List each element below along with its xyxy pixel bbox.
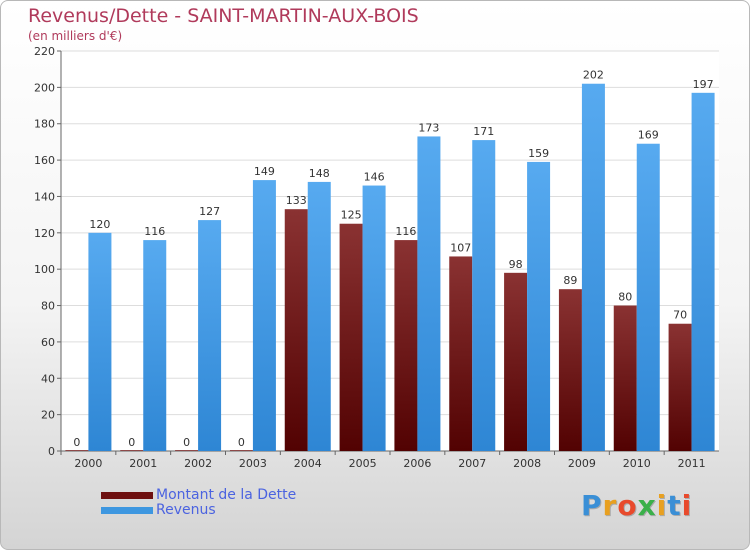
data-label-dette: 80 [618, 291, 632, 304]
bar-dette [284, 209, 308, 451]
bar-revenus [307, 181, 331, 451]
y-tick-label: 200 [34, 81, 55, 94]
legend-swatch-dette [101, 491, 153, 499]
x-tick-label: 2010 [623, 457, 651, 470]
legend-item-revenus: Revenus [101, 502, 216, 518]
bar-revenus [691, 92, 715, 452]
x-tick-label: 2006 [403, 457, 431, 470]
bar-revenus [198, 220, 222, 451]
x-tick-label: 2009 [568, 457, 596, 470]
data-label-dette: 116 [395, 225, 416, 238]
chart-title: Revenus/Dette - SAINT-MARTIN-AUX-BOIS [28, 5, 419, 27]
data-label-revenus: 148 [309, 167, 330, 180]
bar-dette [120, 450, 144, 451]
data-label-dette: 89 [563, 274, 577, 287]
data-label-revenus: 171 [473, 125, 494, 138]
data-label-dette: 0 [73, 436, 80, 449]
y-tick-label: 160 [34, 154, 55, 167]
bar-dette [504, 272, 528, 451]
bar-revenus [252, 180, 276, 451]
bar-revenus [417, 136, 441, 452]
y-tick-label: 180 [34, 118, 55, 131]
y-tick-label: 140 [34, 190, 55, 203]
data-label-revenus: 159 [528, 147, 549, 160]
legend-label-dette: Montant de la Dette [156, 487, 297, 503]
x-tick-label: 2003 [239, 457, 267, 470]
x-tick-label: 2001 [129, 457, 157, 470]
data-label-revenus: 116 [144, 225, 165, 238]
y-tick-label: 20 [41, 409, 55, 422]
y-tick-label: 0 [48, 445, 55, 458]
bar-revenus [362, 185, 386, 451]
data-label-revenus: 127 [199, 205, 220, 218]
bar-revenus [143, 240, 167, 451]
bar-dette [65, 450, 89, 451]
legend-swatch-revenus [101, 506, 153, 514]
y-tick-label: 40 [41, 372, 55, 385]
y-tick-label: 120 [34, 227, 55, 240]
data-label-dette: 0 [183, 436, 190, 449]
data-label-dette: 98 [509, 258, 523, 271]
proxiti-logo: Proxiti [581, 489, 693, 522]
bar-dette [668, 323, 692, 451]
x-tick-label: 2008 [513, 457, 541, 470]
x-tick-label: 2004 [294, 457, 322, 470]
bar-dette [558, 289, 582, 451]
bar-revenus [88, 232, 112, 451]
y-tick-label: 80 [41, 300, 55, 313]
data-label-dette: 133 [286, 194, 307, 207]
y-tick-label: 220 [34, 45, 55, 58]
x-tick-label: 2007 [458, 457, 486, 470]
bar-dette [175, 450, 199, 451]
data-label-dette: 0 [128, 436, 135, 449]
x-tick-label: 2011 [678, 457, 706, 470]
x-tick-label: 2002 [184, 457, 212, 470]
bar-revenus [636, 143, 660, 451]
bar-revenus [581, 83, 605, 452]
data-label-revenus: 197 [693, 78, 714, 91]
x-tick-label: 2005 [349, 457, 377, 470]
bar-dette [229, 450, 253, 451]
data-label-dette: 107 [450, 241, 471, 254]
data-label-dette: 125 [341, 209, 362, 222]
plot-area [61, 51, 719, 451]
x-tick-label: 2000 [74, 457, 102, 470]
bar-revenus [527, 161, 551, 451]
data-label-dette: 0 [238, 436, 245, 449]
bar-dette [339, 223, 363, 451]
data-label-revenus: 169 [638, 129, 659, 142]
y-tick-label: 100 [34, 263, 55, 276]
bar-dette [449, 256, 473, 451]
bar-revenus [472, 140, 496, 451]
legend-label-revenus: Revenus [156, 502, 216, 518]
data-label-revenus: 120 [89, 218, 110, 231]
y-tick-label: 60 [41, 336, 55, 349]
bar-dette [394, 240, 418, 451]
data-label-revenus: 146 [364, 171, 385, 184]
data-label-revenus: 173 [418, 121, 439, 134]
legend-item-dette: Montant de la Dette [101, 487, 296, 503]
data-label-revenus: 149 [254, 165, 275, 178]
data-label-dette: 70 [673, 309, 687, 322]
data-label-revenus: 202 [583, 69, 604, 82]
chart-subtitle: (en milliers d'€) [28, 29, 123, 43]
bar-dette [613, 305, 637, 451]
